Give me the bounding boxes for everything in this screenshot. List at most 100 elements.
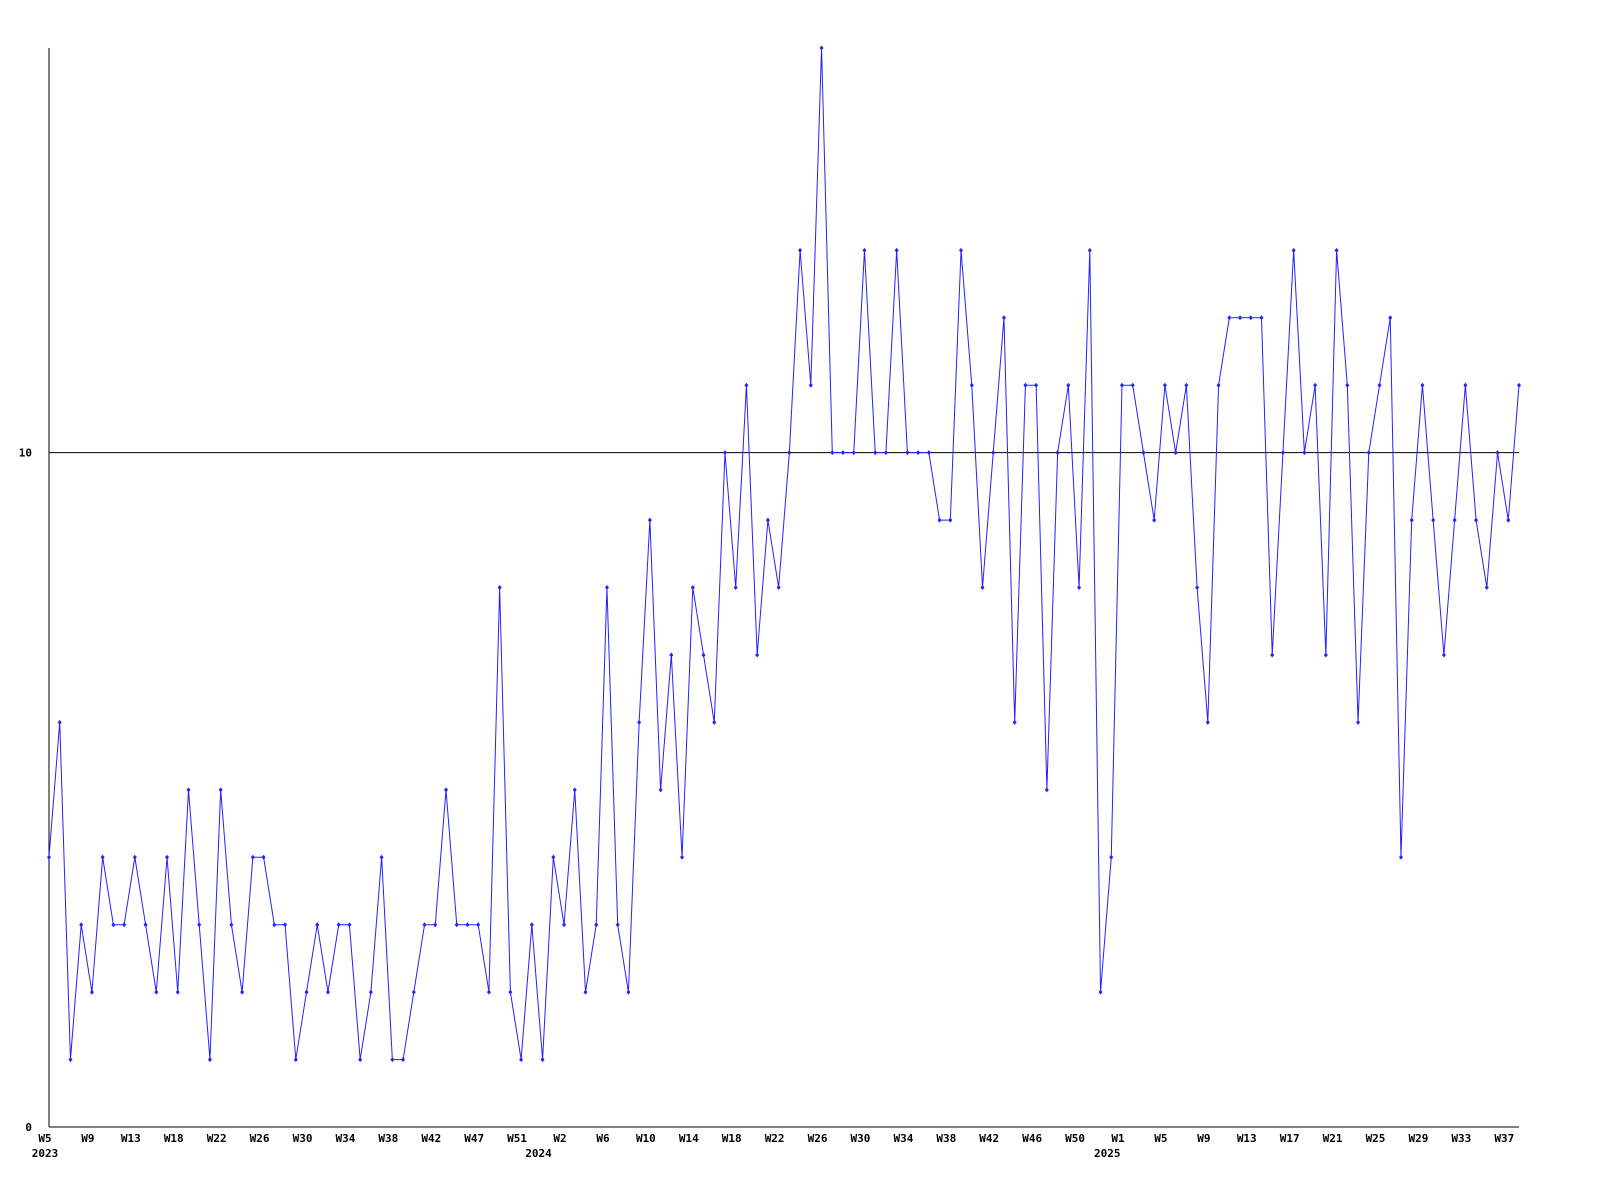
point-marker <box>776 585 781 590</box>
x-tick-label: W14 <box>679 1132 699 1145</box>
point-marker <box>1280 450 1285 456</box>
point-marker <box>1012 719 1017 725</box>
point-marker <box>1227 315 1232 321</box>
x-tick-label: W30 <box>293 1132 313 1145</box>
point-marker <box>336 922 341 928</box>
point-marker <box>465 922 470 928</box>
point-marker <box>594 922 599 928</box>
point-marker <box>948 517 953 523</box>
point-marker <box>1216 382 1221 388</box>
point-marker <box>315 922 320 928</box>
point-marker <box>765 517 770 523</box>
point-marker <box>1474 517 1479 523</box>
point-marker <box>1452 517 1457 523</box>
point-marker <box>916 450 921 456</box>
point-marker <box>808 382 813 388</box>
point-marker <box>1484 585 1489 590</box>
point-marker <box>905 450 910 456</box>
point-marker <box>1001 315 1006 321</box>
point-marker <box>368 989 373 995</box>
point-marker <box>615 922 620 928</box>
point-marker <box>1323 652 1328 658</box>
point-marker <box>959 247 964 253</box>
point-marker <box>1195 585 1200 590</box>
x-tick-label: W26 <box>250 1132 270 1145</box>
x-tick-label: W13 <box>1237 1132 1257 1145</box>
point-marker <box>1162 382 1167 388</box>
x-tick-label: W46 <box>1022 1132 1042 1145</box>
point-marker <box>937 517 942 523</box>
x-tick-label: W22 <box>765 1132 785 1145</box>
x-tick-label: W51 <box>507 1132 527 1145</box>
point-marker <box>841 450 846 456</box>
point-marker <box>519 1057 524 1063</box>
point-marker <box>1259 315 1264 321</box>
point-marker <box>690 585 695 590</box>
point-marker <box>68 1057 73 1063</box>
point-marker <box>1087 247 1092 253</box>
point-marker <box>444 787 449 793</box>
point-marker <box>293 1057 298 1063</box>
point-marker <box>454 922 459 928</box>
point-marker <box>1409 517 1414 523</box>
point-marker <box>1291 247 1296 253</box>
x-tick-label: W47 <box>464 1132 484 1145</box>
point-marker <box>1152 517 1157 523</box>
point-marker <box>733 585 738 590</box>
point-marker <box>122 922 127 928</box>
point-marker <box>583 989 588 995</box>
point-marker <box>680 854 685 860</box>
point-marker <box>969 382 974 388</box>
point-marker <box>486 989 491 995</box>
point-marker <box>851 450 856 456</box>
point-marker <box>57 719 62 725</box>
point-marker <box>1173 450 1178 456</box>
year-label: 2024 <box>525 1147 552 1160</box>
x-tick-label: W25 <box>1366 1132 1386 1145</box>
point-marker <box>390 1057 395 1063</box>
point-marker <box>240 989 245 995</box>
point-marker <box>79 922 84 928</box>
point-marker <box>744 382 749 388</box>
point-marker <box>1066 382 1071 388</box>
point-marker <box>165 854 170 860</box>
point-marker <box>991 450 996 456</box>
point-marker <box>722 450 727 456</box>
point-marker <box>197 922 202 928</box>
point-marker <box>562 922 567 928</box>
point-marker <box>1517 382 1521 388</box>
point-marker <box>1398 854 1403 860</box>
point-marker <box>873 450 878 456</box>
point-marker <box>883 450 888 456</box>
point-marker <box>1495 450 1500 456</box>
point-marker <box>100 854 105 860</box>
point-marker <box>1098 989 1103 995</box>
point-marker <box>1270 652 1275 658</box>
point-marker <box>572 787 577 793</box>
point-marker <box>132 854 137 860</box>
point-marker <box>529 922 534 928</box>
x-tick-label: W5 <box>38 1132 51 1145</box>
point-marker <box>830 450 835 456</box>
point-marker <box>1463 382 1468 388</box>
point-marker <box>669 652 674 658</box>
point-marker <box>261 854 266 860</box>
point-marker <box>894 247 899 253</box>
year-label: 2025 <box>1094 1147 1121 1160</box>
x-tick-label: W38 <box>378 1132 398 1145</box>
point-marker <box>1313 382 1318 388</box>
point-marker <box>819 45 824 51</box>
point-marker <box>798 247 803 253</box>
point-marker <box>637 719 642 725</box>
point-marker <box>411 989 416 995</box>
point-marker <box>401 1057 406 1063</box>
point-marker <box>604 585 609 590</box>
point-marker <box>47 854 51 860</box>
x-tick-label: W42 <box>421 1132 441 1145</box>
point-marker <box>1141 450 1146 456</box>
x-tick-label: W18 <box>722 1132 742 1145</box>
point-marker <box>1377 382 1382 388</box>
point-marker <box>111 922 116 928</box>
point-marker <box>325 989 330 995</box>
point-marker <box>154 989 159 995</box>
